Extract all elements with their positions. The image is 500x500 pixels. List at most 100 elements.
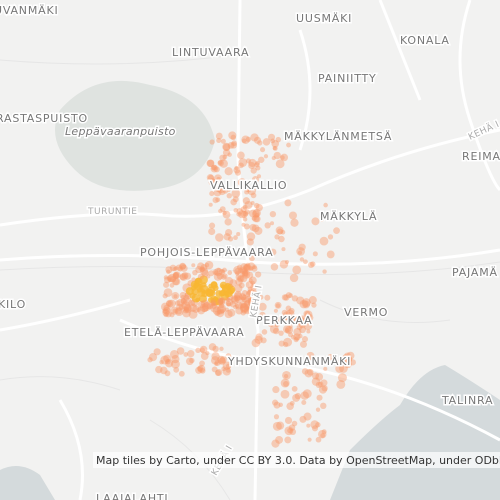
- heat-point: [282, 370, 291, 380]
- heat-point: [317, 381, 324, 388]
- heat-point: [237, 275, 244, 282]
- heat-point: [148, 353, 158, 362]
- heat-point: [197, 300, 206, 309]
- heat-point: [175, 308, 182, 315]
- heat-point: [237, 178, 247, 187]
- heat-point: [283, 381, 289, 387]
- heat-point: [346, 356, 353, 363]
- heat-point: [199, 266, 205, 273]
- heat-point: [296, 247, 305, 256]
- heat-point: [262, 138, 271, 146]
- heat-point: [220, 309, 225, 314]
- heat-point: [163, 354, 172, 363]
- heat-point: [240, 310, 246, 316]
- heat-point: [242, 210, 249, 217]
- heat-point: [174, 307, 184, 317]
- heat-point: [214, 359, 221, 366]
- heat-point: [219, 346, 224, 352]
- place-label: VERMO: [344, 306, 388, 319]
- heat-point: [258, 294, 264, 300]
- heat-point: [273, 414, 280, 420]
- heat-point: [218, 188, 226, 196]
- heat-point: [311, 377, 321, 386]
- heat-point: [160, 302, 170, 311]
- heat-point: [303, 321, 313, 331]
- heat-point: [216, 137, 222, 144]
- heat-point: [195, 297, 200, 303]
- heat-point: [276, 228, 284, 235]
- heat-point: [299, 340, 308, 348]
- heat-point: [284, 260, 289, 265]
- heat-point: [246, 238, 254, 246]
- heat-point: [249, 255, 255, 262]
- heat-point: [275, 226, 284, 235]
- heat-point: [208, 227, 216, 236]
- heat-point: [222, 361, 232, 371]
- heat-point: [251, 265, 258, 272]
- heat-point: [298, 243, 306, 251]
- heat-point: [250, 284, 258, 291]
- heat-point: [263, 154, 269, 159]
- heat-point: [349, 359, 356, 366]
- heat-point: [242, 204, 248, 210]
- heat-point: [272, 386, 280, 394]
- heat-point: [252, 214, 260, 223]
- heat-point: [246, 271, 254, 279]
- heat-point: [307, 437, 312, 442]
- heat-point: [308, 261, 315, 269]
- heat-point: [210, 303, 219, 313]
- heat-point: [282, 311, 292, 320]
- heat-point: [222, 210, 231, 219]
- heat-point: [181, 272, 189, 279]
- heat-point: [222, 142, 231, 151]
- heat-point: [315, 407, 321, 412]
- heat-point: [240, 305, 249, 314]
- place-label: VALLIKALLIO: [210, 179, 287, 192]
- heat-point: [241, 135, 250, 144]
- heat-point: [278, 235, 285, 243]
- heat-point: [167, 273, 177, 283]
- heat-point: [202, 302, 212, 312]
- heat-point: [163, 288, 173, 297]
- heat-point: [301, 336, 309, 343]
- place-label: YHDYSKUNNANMÄKI: [227, 355, 351, 368]
- heat-point: [238, 282, 245, 289]
- heat-point: [162, 308, 168, 314]
- heat-point: [225, 298, 234, 307]
- heat-point: [288, 324, 293, 329]
- heat-point: [147, 357, 153, 363]
- heat-point: [227, 152, 232, 157]
- heat-point: [286, 402, 294, 410]
- heat-point: [228, 131, 237, 140]
- heat-point: [183, 303, 192, 312]
- heat-point: [227, 142, 235, 149]
- heat-point: [180, 264, 188, 272]
- heat-point: [219, 154, 226, 162]
- heat-point: [180, 294, 186, 300]
- heat-point: [172, 273, 179, 279]
- heat-point: [206, 159, 215, 168]
- heat-point: [238, 162, 244, 169]
- heat-point: [234, 166, 239, 171]
- heat-point: [201, 290, 209, 298]
- heat-point: [245, 136, 252, 142]
- heat-point: [195, 265, 203, 274]
- heat-point: [315, 422, 321, 428]
- heat-point: [247, 286, 253, 292]
- heat-point: [284, 325, 294, 335]
- heat-point: [222, 154, 228, 160]
- heat-point: [315, 381, 323, 389]
- heat-point: [238, 210, 247, 219]
- heat-point: [199, 345, 208, 354]
- heat-point: [166, 269, 171, 274]
- heat-point: [222, 267, 227, 273]
- heat-point: [253, 202, 260, 209]
- heat-point: [218, 298, 224, 304]
- heat-point: [290, 218, 299, 227]
- heat-point: [241, 222, 246, 227]
- heat-point: [281, 309, 288, 316]
- heat-point: [339, 364, 348, 373]
- heat-point: [272, 146, 277, 151]
- heat-point: [311, 372, 320, 380]
- heat-point: [292, 393, 301, 402]
